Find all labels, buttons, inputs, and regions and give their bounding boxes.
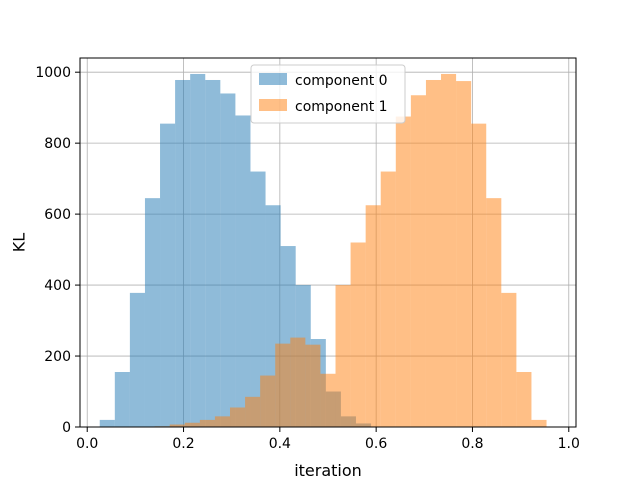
y-tick-label-2: 400: [44, 278, 71, 294]
bar-component-1-15: [380, 171, 396, 427]
x-tick-label-5: 1.0: [558, 436, 580, 452]
bar-component-0-2: [129, 292, 145, 427]
bar-component-0-10: [250, 171, 266, 427]
bar-component-1-11: [320, 373, 336, 427]
legend-swatch-component-1: [259, 99, 287, 111]
axes-frame: [79, 57, 577, 428]
bar-component-1-3: [199, 419, 215, 427]
bar-component-0-1: [114, 372, 130, 427]
bar-component-0-7: [205, 79, 221, 427]
x-tick-label-0: 0.0: [76, 436, 98, 452]
y-tick-label-3: 600: [44, 207, 71, 223]
bar-component-1-22: [486, 198, 502, 427]
bar-component-1-6: [245, 396, 261, 427]
bar-component-1-18: [425, 79, 442, 427]
bar-component-1-21: [471, 123, 487, 428]
y-tick-label-5: 1000: [35, 65, 71, 81]
x-tick-label-1: 0.2: [172, 436, 194, 452]
legend: component 0 component 1: [250, 64, 406, 124]
bar-component-0-8: [220, 93, 236, 427]
axis-ticks: 0.0 0.2 0.4 0.6 0.8 1.0 0 200 400 600 800 1000: [35, 65, 580, 452]
bar-component-1-20: [456, 81, 472, 427]
bar-component-1-23: [501, 292, 517, 427]
y-tick-label-0: 0: [62, 420, 71, 436]
bar-component-0-0: [99, 419, 115, 427]
bar-component-1-2: [184, 422, 200, 427]
histogram-bars: [99, 73, 547, 428]
legend-label-component-0: component 0: [295, 73, 388, 89]
x-tick-label-4: 0.8: [461, 436, 483, 452]
legend-box: [250, 64, 406, 124]
bar-component-1-8: [275, 343, 291, 427]
y-tick-label-1: 200: [44, 349, 71, 365]
series-component-1: [154, 73, 547, 428]
bar-component-0-5: [175, 79, 191, 427]
bar-component-1-7: [260, 375, 276, 427]
bar-component-1-1: [169, 424, 185, 427]
x-axis-label: iteration: [294, 461, 362, 480]
bar-component-0-3: [144, 198, 161, 427]
legend-label-component-1: component 1: [295, 99, 388, 115]
bar-component-1-14: [365, 205, 381, 427]
bar-component-1-19: [441, 73, 457, 428]
bar-component-1-4: [214, 416, 231, 427]
bar-component-1-25: [531, 419, 547, 427]
legend-swatch-component-0: [259, 73, 287, 85]
bar-component-1-10: [305, 344, 321, 427]
y-tick-label-4: 800: [44, 136, 71, 152]
bar-component-1-24: [516, 372, 532, 427]
x-tick-label-3: 0.6: [365, 436, 387, 452]
bar-component-1-5: [230, 407, 246, 427]
bar-component-1-13: [350, 242, 366, 427]
y-axis-label: KL: [10, 233, 29, 252]
bar-component-1-9: [290, 337, 306, 427]
bar-component-0-9: [235, 115, 251, 427]
bar-component-1-16: [395, 116, 411, 427]
bar-component-1-12: [335, 285, 351, 427]
x-tick-label-2: 0.4: [269, 436, 291, 452]
bar-component-1-17: [410, 95, 426, 427]
bar-component-0-4: [160, 123, 176, 428]
bar-component-0-6: [190, 73, 206, 428]
